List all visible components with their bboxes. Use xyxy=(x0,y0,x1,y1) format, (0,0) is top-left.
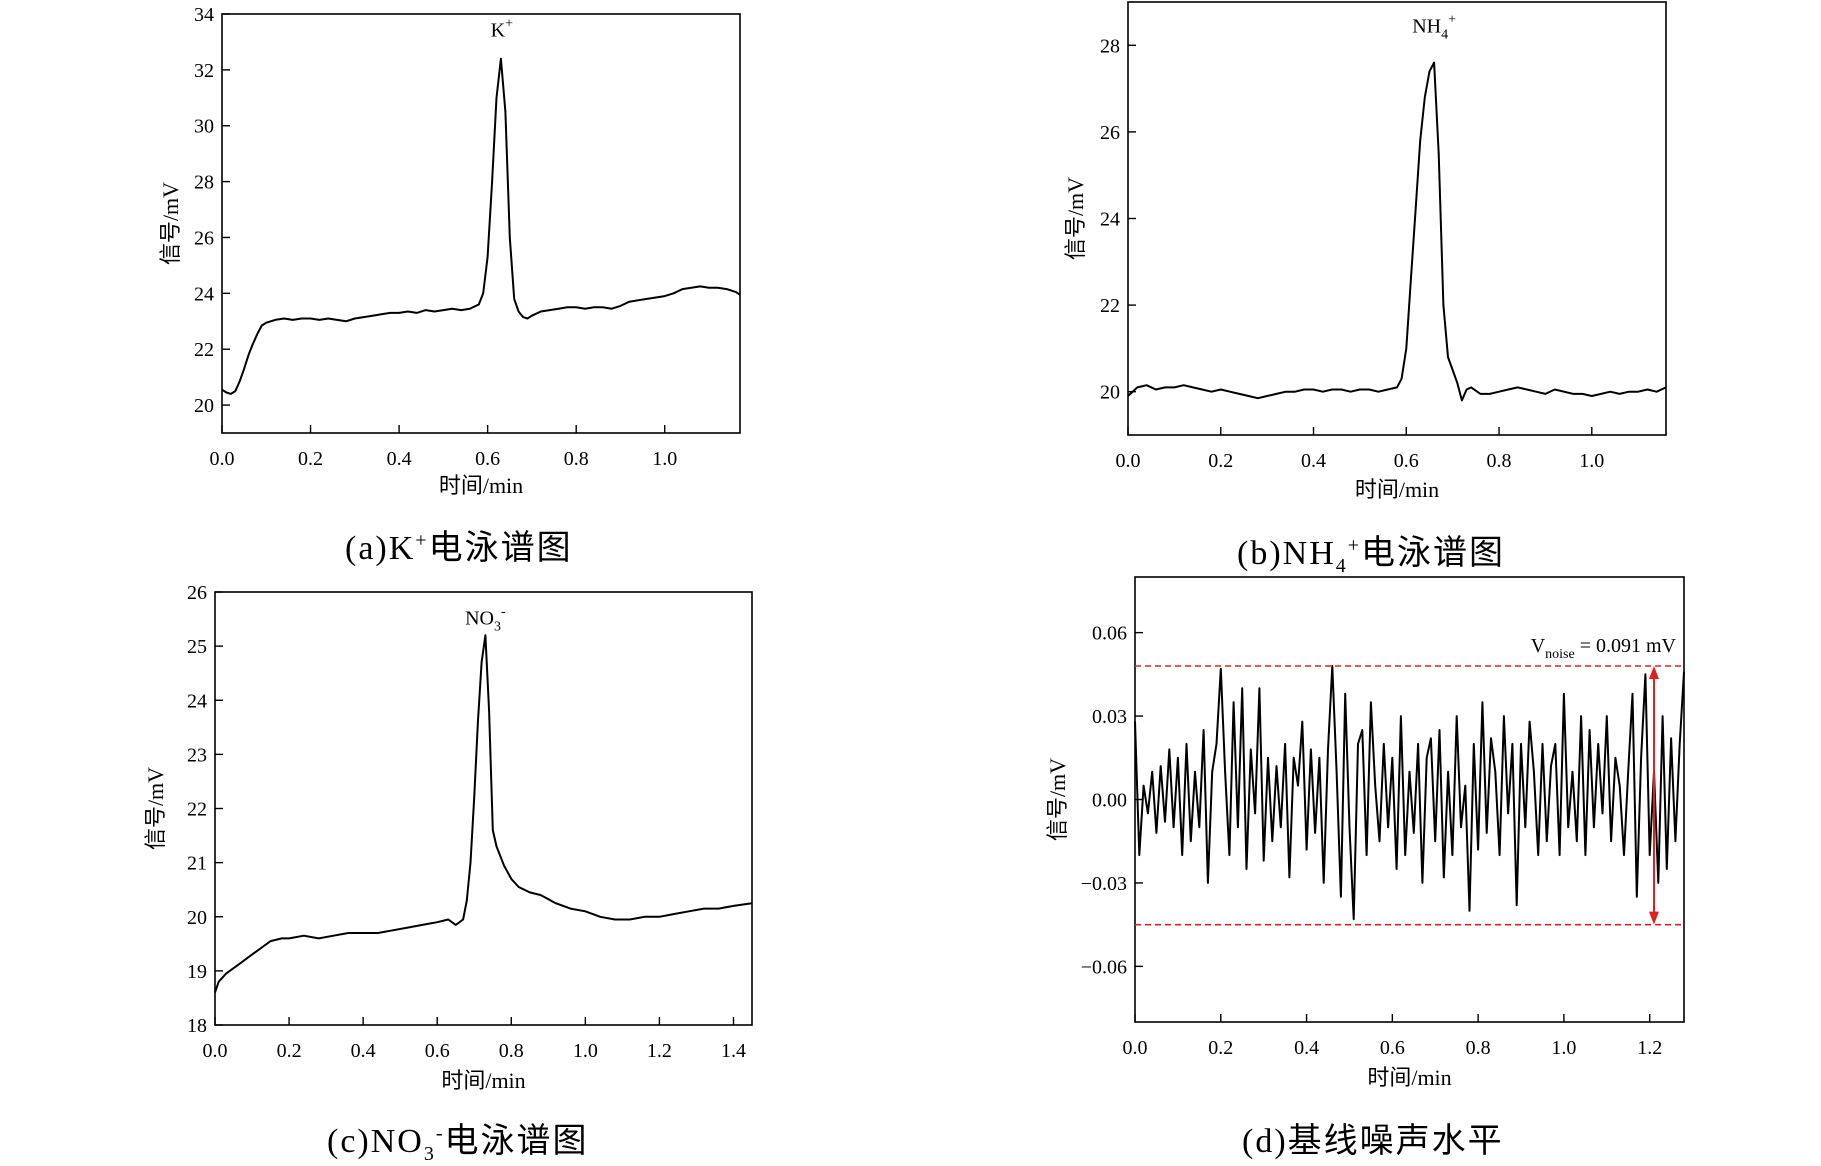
caption-c: (c)NO3-电泳谱图 xyxy=(327,1113,589,1166)
y-tick-label: 22 xyxy=(1100,295,1120,317)
y-tick-label: 30 xyxy=(194,116,214,138)
x-tick-label: 0.6 xyxy=(1380,1037,1405,1059)
noise-arrow-head-down xyxy=(1648,911,1659,925)
y-tick-label: 24 xyxy=(1100,209,1120,231)
y-tick-label: 20 xyxy=(187,907,207,929)
x-tick-label: 0.2 xyxy=(277,1040,302,1062)
caption-a: (a)K+电泳谱图 xyxy=(345,520,573,569)
peak-label: NO3- xyxy=(465,604,506,634)
caption-text: (b)NH xyxy=(1237,535,1336,572)
y-tick-label: 20 xyxy=(194,395,214,417)
y-tick-label: 26 xyxy=(194,227,214,249)
x-tick-label: 0.0 xyxy=(203,1040,228,1062)
x-tick-label: 1.4 xyxy=(721,1040,746,1062)
series-line xyxy=(1134,665,1685,921)
x-tick-label: 0.0 xyxy=(1116,450,1141,472)
caption-b: (b)NH4+电泳谱图 xyxy=(1237,525,1505,578)
caption-superscript: + xyxy=(415,529,429,552)
y-axis-label: 信号/mV xyxy=(1063,177,1088,260)
x-tick-label: 0.8 xyxy=(564,448,589,470)
caption-d: (d)基线噪声水平 xyxy=(1242,1113,1504,1162)
caption-text: 电泳谱图 xyxy=(1361,535,1506,572)
noise-arrow-head-up xyxy=(1648,666,1659,679)
y-tick-label: 34 xyxy=(194,4,214,26)
x-axis-label: 时间/min xyxy=(1367,1065,1451,1090)
x-tick-label: 0.0 xyxy=(210,448,235,470)
x-tick-label: 0.4 xyxy=(1294,1037,1319,1059)
y-tick-label: 21 xyxy=(187,853,207,875)
y-tick-label: 0.06 xyxy=(1092,623,1127,645)
series-line xyxy=(214,634,753,993)
x-tick-label: 0.8 xyxy=(499,1040,524,1062)
peak-label: NH4+ xyxy=(1412,12,1456,42)
y-tick-label: 32 xyxy=(194,60,214,82)
x-tick-label: 0.2 xyxy=(1208,450,1233,472)
caption-text: 电泳谱图 xyxy=(428,530,573,567)
x-tick-label: 0.6 xyxy=(1394,450,1419,472)
x-tick-label: 1.2 xyxy=(1637,1037,1662,1059)
x-tick-label: 1.0 xyxy=(652,448,677,470)
x-tick-label: 0.8 xyxy=(1466,1037,1491,1059)
x-tick-label: 0.6 xyxy=(475,448,500,470)
x-tick-label: 1.0 xyxy=(1551,1037,1576,1059)
caption-superscript: + xyxy=(1347,534,1362,557)
x-tick-label: 0.0 xyxy=(1123,1037,1148,1059)
plot-frame xyxy=(1127,1,1667,436)
y-tick-label: −0.03 xyxy=(1081,873,1127,895)
y-tick-label: 22 xyxy=(194,339,214,361)
y-tick-label: 18 xyxy=(187,1015,207,1037)
y-tick-label: 24 xyxy=(194,283,214,305)
y-tick-label: 28 xyxy=(194,172,214,194)
y-tick-label: 26 xyxy=(1100,122,1120,144)
y-tick-label: 0.00 xyxy=(1092,790,1127,812)
plot-frame xyxy=(221,13,741,434)
x-tick-label: 0.4 xyxy=(1301,450,1326,472)
y-tick-label: 23 xyxy=(187,744,207,766)
caption-subscript: 3 xyxy=(423,1142,436,1165)
chart-a: 0.0 0.2 0.4 0.6 0.8 1.0 20 22 24 26 28 30 32 34 时间/min… xyxy=(158,4,741,498)
noise-label: Vnoise = 0.091 mV xyxy=(1531,635,1677,662)
x-tick-label: 1.0 xyxy=(1579,450,1604,472)
caption-text: (d)基线噪声水平 xyxy=(1242,1123,1504,1160)
x-tick-label: 0.2 xyxy=(298,448,323,470)
y-tick-label: 26 xyxy=(187,582,207,604)
x-axis-label: 时间/min xyxy=(1355,477,1439,502)
y-tick-label: 25 xyxy=(187,636,207,658)
x-axis-label: 时间/min xyxy=(441,1068,525,1093)
x-tick-label: 1.2 xyxy=(647,1040,672,1062)
y-tick-label: 0.03 xyxy=(1092,706,1127,728)
x-tick-label: 1.0 xyxy=(573,1040,598,1062)
x-tick-label: 0.6 xyxy=(425,1040,450,1062)
series-line xyxy=(221,57,741,395)
x-tick-label: 0.4 xyxy=(387,448,412,470)
caption-text: (c)NO xyxy=(327,1123,424,1160)
caption-superscript: - xyxy=(435,1122,445,1145)
y-axis-label: 信号/mV xyxy=(158,182,183,265)
y-tick-label: 24 xyxy=(187,690,207,712)
y-tick-label: 22 xyxy=(187,799,207,821)
caption-text: (a)K xyxy=(345,530,416,567)
plot-frame xyxy=(214,591,753,1026)
x-axis-label: 时间/min xyxy=(439,473,523,498)
y-axis-label: 信号/mV xyxy=(143,767,168,850)
y-tick-label: 20 xyxy=(1100,382,1120,404)
x-tick-label: 0.2 xyxy=(1208,1037,1233,1059)
chart-d: 0.0 0.2 0.4 0.6 0.8 1.0 1.2 −0.06 −0.03 0.00 0.03 0… xyxy=(1045,576,1685,1090)
chart-b: 0.0 0.2 0.4 0.6 0.8 1.0 20 22 24 26 28 时间/min 信号/mV N… xyxy=(1063,1,1667,502)
y-tick-label: −0.06 xyxy=(1081,956,1127,978)
y-axis-label: 信号/mV xyxy=(1045,758,1070,841)
series-line xyxy=(1127,61,1667,402)
x-tick-label: 0.8 xyxy=(1487,450,1512,472)
caption-text: 电泳谱图 xyxy=(444,1123,589,1160)
y-tick-label: 19 xyxy=(187,961,207,983)
y-tick-label: 28 xyxy=(1100,35,1120,57)
peak-label: K+ xyxy=(491,16,513,41)
caption-subscript: 4 xyxy=(1335,554,1348,577)
x-tick-label: 0.4 xyxy=(351,1040,376,1062)
chart-c: 0.0 0.2 0.4 0.6 0.8 1.0 1.2 1.4 18 19 20 21 22 23 24 25… xyxy=(143,582,753,1093)
